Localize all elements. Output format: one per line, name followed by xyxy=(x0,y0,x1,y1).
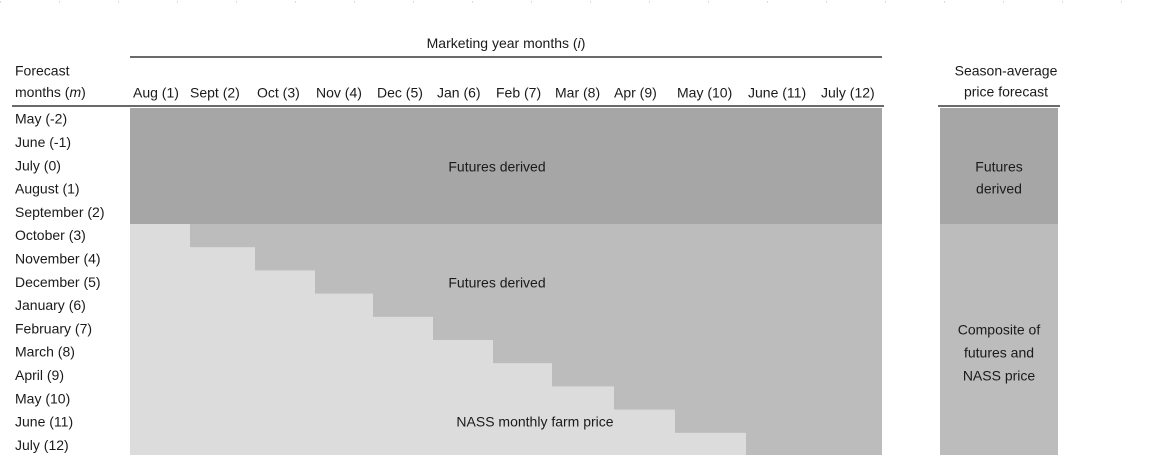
lower-step xyxy=(130,316,433,341)
lower-step xyxy=(130,247,255,271)
right-label: Futures xyxy=(975,159,1022,175)
column-label: Sept (2) xyxy=(190,85,240,101)
row-label: July (0) xyxy=(15,157,61,173)
title-text: Marketing year months ( xyxy=(427,35,578,51)
lower-step xyxy=(130,432,746,456)
lower-step xyxy=(130,340,493,364)
right-header: Season-average xyxy=(955,63,1058,79)
row-label: March (8) xyxy=(15,344,75,360)
column-label: July (12) xyxy=(821,85,875,101)
right-label: NASS price xyxy=(963,368,1036,384)
upper-region xyxy=(130,108,882,224)
column-label: May (10) xyxy=(677,85,732,101)
row-header-text: ) xyxy=(81,84,86,100)
right-label: Composite of xyxy=(958,322,1041,338)
lower-step xyxy=(130,363,552,387)
row-header: months (m) xyxy=(15,84,86,100)
region-label: Futures derived xyxy=(448,275,545,291)
column-label: Jan (6) xyxy=(437,85,481,101)
right-lower xyxy=(940,224,1058,455)
title-var: i xyxy=(578,35,582,51)
title-text: ) xyxy=(581,35,586,51)
lower-step xyxy=(130,224,190,248)
lower-step xyxy=(130,386,614,411)
right-label: futures and xyxy=(964,345,1034,361)
row-label: September (2) xyxy=(15,204,104,220)
row-label: October (3) xyxy=(15,227,86,243)
row-label: June (-1) xyxy=(15,134,71,150)
row-header: Forecast xyxy=(15,63,70,79)
column-label: June (11) xyxy=(748,85,806,101)
right-label: derived xyxy=(976,181,1022,197)
region-label: Futures derived xyxy=(448,159,545,175)
row-label: June (11) xyxy=(15,414,73,430)
row-label: February (7) xyxy=(15,320,92,336)
labels: Aug (1) Sept (2) Oct (3) Nov (4) Dec (5) Jan … xyxy=(15,85,1040,453)
column-label: Apr (9) xyxy=(614,85,657,101)
lower-step xyxy=(130,293,373,318)
column-label: Dec (5) xyxy=(377,85,423,101)
row-label: December (5) xyxy=(15,274,101,290)
column-label: Aug (1) xyxy=(133,85,179,101)
lower-step xyxy=(130,409,675,434)
region-label: NASS monthly farm price xyxy=(456,414,613,430)
row-header-text: months ( xyxy=(15,84,70,100)
row-header-var: m xyxy=(69,84,81,100)
row-label: April (9) xyxy=(15,367,64,383)
right-upper xyxy=(940,108,1058,224)
row-label: May (10) xyxy=(15,390,70,406)
lower-step xyxy=(130,270,315,295)
right-header: price forecast xyxy=(964,84,1048,100)
title: Marketing year months (i) xyxy=(427,35,586,51)
row-label: August (1) xyxy=(15,181,80,197)
row-label: November (4) xyxy=(15,251,101,267)
row-label: May (-2) xyxy=(15,111,67,127)
row-label: January (6) xyxy=(15,297,86,313)
column-label: Mar (8) xyxy=(555,85,600,101)
column-label: Oct (3) xyxy=(257,85,300,101)
column-label: Nov (4) xyxy=(316,85,362,101)
shapes xyxy=(130,108,1058,456)
row-label: July (12) xyxy=(15,437,69,453)
column-label: Feb (7) xyxy=(496,85,541,101)
